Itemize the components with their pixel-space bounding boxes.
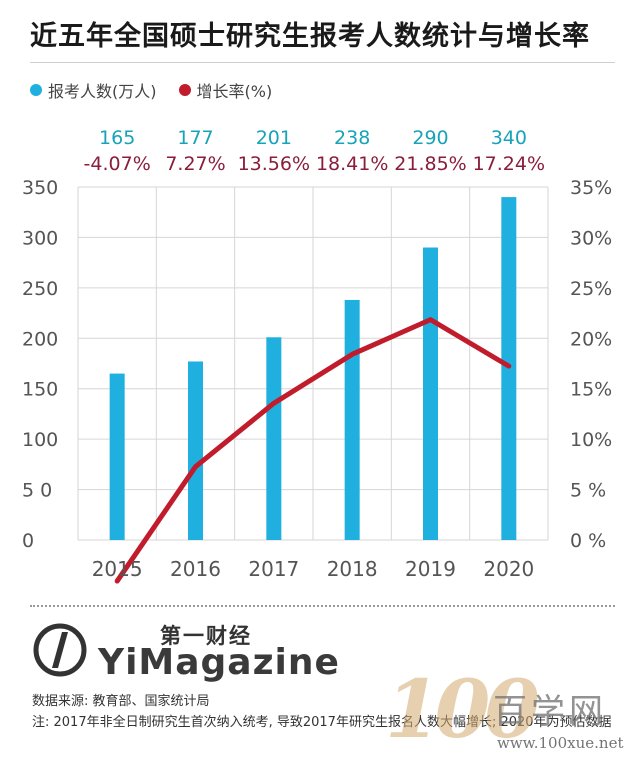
bar-2018 <box>344 299 360 540</box>
x-tick-label: 2018 <box>327 557 378 581</box>
watermark: 100 百学网 www.100xue.net <box>385 662 635 762</box>
y-left-tick-label: 100 <box>22 429 58 451</box>
y-right-tick-label: 20% <box>570 328 612 350</box>
y-left-tick-label: 200 <box>22 328 58 350</box>
legend-label-growth: 增长率(%) <box>196 82 273 101</box>
y-right-tick-label: 15% <box>570 379 612 401</box>
brand-chinese-name: 第一财经 <box>160 624 252 648</box>
x-tick-label: 2017 <box>248 557 299 581</box>
growth-value-label: 7.27% <box>165 153 225 175</box>
brand-english-name: YiMagazine <box>98 642 340 683</box>
legend-swatch-applicants <box>30 84 42 96</box>
y-right-tick-label: 30% <box>570 227 612 249</box>
y-right-tick-label: 35% <box>570 177 612 199</box>
watermark-name: 百学网 <box>493 692 607 732</box>
footnote: 注: 2017年非全日制研究生首次纳入统考, 导致2017年研究生报名人数大幅增… <box>32 715 612 730</box>
bar-2016 <box>188 361 203 540</box>
legend-item-applicants: 报考人数(万人) <box>30 78 157 102</box>
y-left-tick-label: 150 <box>22 379 58 401</box>
growth-value-label: 13.56% <box>238 153 310 175</box>
bar-value-label: 165 <box>99 127 135 149</box>
title-divider <box>30 62 615 63</box>
y-left-tick-label: 350 <box>22 177 58 199</box>
bar-value-label: 177 <box>177 127 213 149</box>
y-left-tick-label: 250 <box>22 278 58 300</box>
y-left-tick-label: 0 <box>22 530 34 552</box>
legend-swatch-growth <box>178 84 191 96</box>
y-left-tick-label: 300 <box>22 227 58 249</box>
y-left-tick-label: 5 0 <box>22 480 52 502</box>
x-tick-label: 2015 <box>92 557 143 581</box>
footer-divider <box>30 605 615 607</box>
growth-value-label: 17.24% <box>473 153 545 175</box>
watermark-url: www.100xue.net <box>497 734 624 752</box>
chart-title: 近五年全国硕士研究生报考人数统计与增长率 <box>30 21 590 52</box>
growth-value-label: 21.85% <box>394 153 466 175</box>
data-source: 数据来源: 教育部、国家统计局 <box>32 694 210 709</box>
legend: 报考人数(万人) 增长率(%) <box>30 78 294 102</box>
y-right-tick-label: 5 % <box>570 480 606 502</box>
bar-value-label: 340 <box>491 127 527 149</box>
legend-label-applicants: 报考人数(万人) <box>48 82 157 101</box>
x-tick-label: 2016 <box>170 557 221 581</box>
x-tick-label: 2020 <box>483 557 534 581</box>
bar-2017 <box>266 337 282 540</box>
bar-value-label: 201 <box>256 127 292 149</box>
watermark-digits: 100 <box>385 662 540 756</box>
y-right-tick-label: 10% <box>570 429 612 451</box>
bar-2015 <box>109 373 125 540</box>
x-tick-label: 2019 <box>405 557 456 581</box>
bar-2019 <box>423 247 438 540</box>
growth-line <box>114 317 512 584</box>
y-right-tick-label: 0 % <box>570 530 606 552</box>
growth-value-label: 18.41% <box>316 153 388 175</box>
bar-value-label: 290 <box>412 127 448 149</box>
yicai-logo-icon <box>33 623 87 677</box>
legend-item-growth: 增长率(%) <box>178 78 273 102</box>
bar-value-label: 238 <box>334 127 370 149</box>
y-right-tick-label: 25% <box>570 278 612 300</box>
growth-value-label: -4.07% <box>84 153 151 175</box>
